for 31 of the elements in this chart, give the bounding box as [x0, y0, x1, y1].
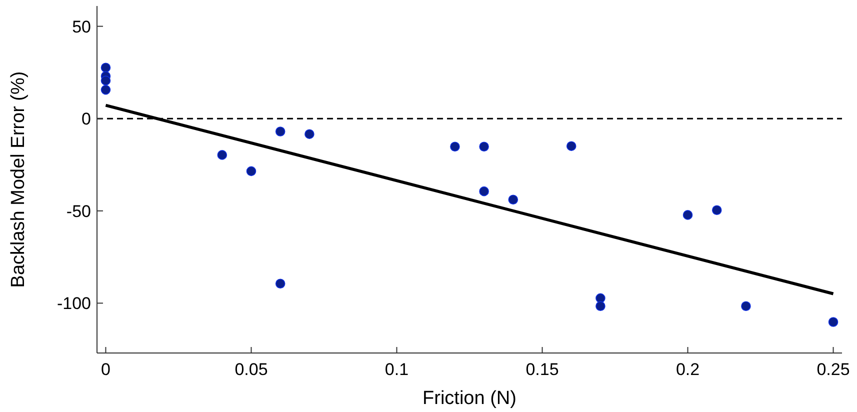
- point: [275, 278, 286, 288]
- point: [217, 150, 228, 160]
- x-axis-title: Friction (N): [422, 388, 516, 409]
- point: [100, 84, 111, 95]
- point: [100, 76, 111, 86]
- point: [246, 166, 256, 176]
- point: [479, 186, 489, 196]
- x-tick-label: 0: [100, 360, 110, 379]
- x-tick-label: 0.15: [526, 360, 559, 379]
- x-tick-label: 0.2: [676, 360, 700, 379]
- point: [596, 293, 606, 304]
- y-tick-label: -50: [66, 202, 91, 221]
- x-tick-label: 0.1: [384, 360, 409, 379]
- point: [741, 301, 751, 312]
- point: [275, 126, 286, 136]
- x-tick-label: 0.25: [816, 360, 850, 379]
- point: [100, 62, 111, 73]
- point: [828, 317, 838, 327]
- point: [508, 194, 518, 205]
- point: [566, 141, 576, 151]
- x-tick-label: 0.05: [234, 360, 268, 379]
- point: [712, 205, 722, 216]
- point: [450, 142, 460, 152]
- y-axis-title: Backlash Model Error (%): [8, 71, 29, 288]
- y-tick-label: 50: [72, 17, 91, 36]
- point: [479, 142, 489, 152]
- y-tick-label: 0: [82, 110, 91, 129]
- point: [596, 301, 606, 312]
- y-tick-label: -100: [56, 294, 91, 314]
- point: [682, 210, 693, 220]
- point: [304, 129, 314, 139]
